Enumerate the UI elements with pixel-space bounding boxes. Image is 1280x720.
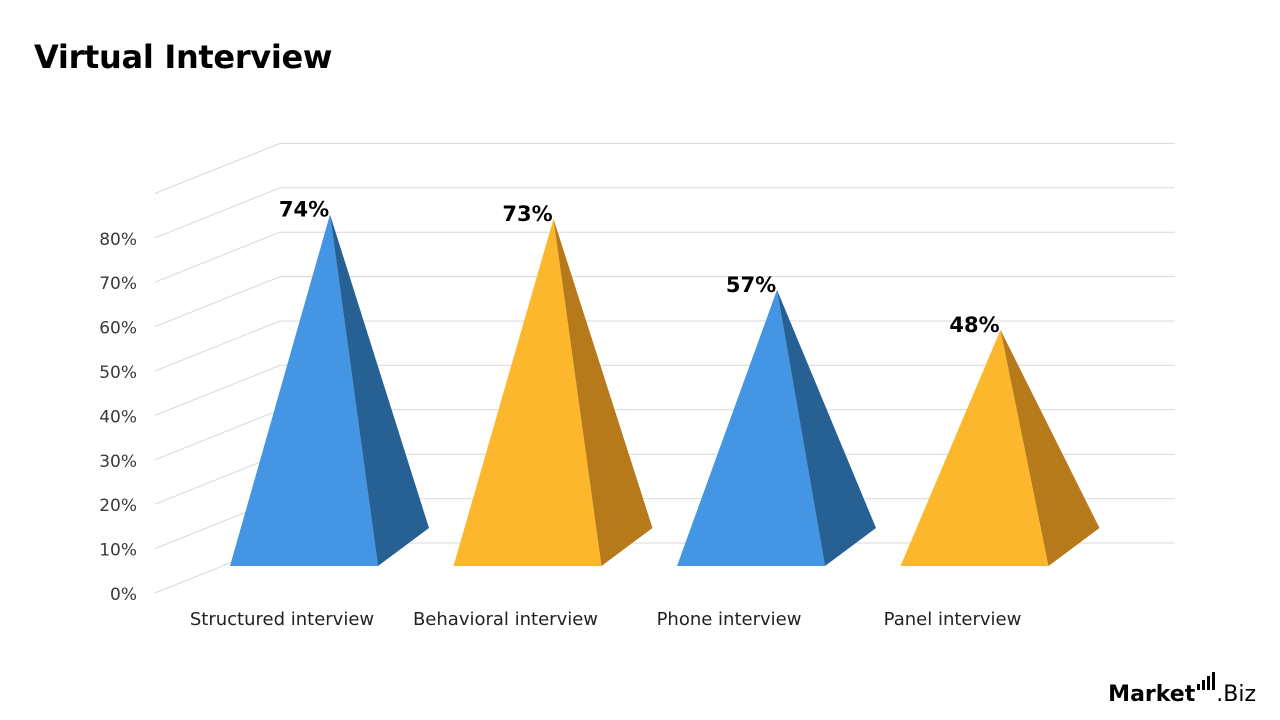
pyramid-bar [900, 329, 1100, 566]
category-label: Phone interview [657, 609, 802, 630]
pyramid-side-face [1000, 329, 1100, 566]
y-tick-label: 0% [110, 585, 137, 605]
data-label: 57% [726, 273, 776, 297]
pyramid-front-face [230, 214, 378, 566]
pyramid-front-face [453, 218, 602, 566]
brand-logo: Market .Biz [1108, 672, 1256, 706]
gridline-side [154, 231, 281, 283]
pyramid-bar [453, 218, 653, 566]
gridline-side [154, 187, 281, 239]
pyramid-bar [677, 289, 876, 566]
y-tick-label: 70% [99, 274, 137, 294]
y-tick-label: 30% [99, 452, 137, 472]
gridline-side [154, 409, 281, 461]
pyramid-side-face [553, 218, 653, 566]
category-label: Behavioral interview [413, 609, 598, 630]
pyramid-front-face [900, 329, 1049, 566]
pyramid-side-face [330, 214, 429, 566]
pyramid-side-face [777, 289, 876, 566]
y-tick-label: 10% [99, 541, 137, 561]
category-label: Structured interview [190, 609, 374, 630]
y-tick-label: 60% [99, 319, 137, 339]
data-label: 74% [279, 197, 329, 221]
pyramid-front-face [677, 289, 825, 566]
y-tick-label: 80% [99, 230, 137, 250]
y-tick-label: 50% [99, 363, 137, 383]
gridline-side [154, 453, 281, 505]
data-label: 73% [502, 202, 552, 226]
gridline-side [154, 142, 281, 194]
gridline-side [154, 276, 281, 328]
bar-chart-icon [1197, 672, 1216, 690]
data-label: 48% [949, 313, 999, 337]
y-axis-ticks: 0% 10% 20% 30% 40% 50% 60% 70% 80% [99, 230, 137, 605]
labels-layer: 74% Structured interview 73% Behavioral int… [190, 197, 1021, 630]
bars-layer [230, 214, 1100, 566]
y-tick-label: 20% [99, 496, 137, 516]
gridline-side [154, 320, 281, 372]
brand-logo-text-left: Market [1108, 682, 1196, 707]
pyramid-bar [230, 214, 429, 566]
gridline-side [154, 364, 281, 416]
brand-logo-text-right: .Biz [1216, 682, 1256, 707]
page-title: Virtual Interview [34, 38, 333, 76]
category-label: Panel interview [884, 609, 1022, 630]
y-tick-label: 40% [99, 407, 137, 427]
